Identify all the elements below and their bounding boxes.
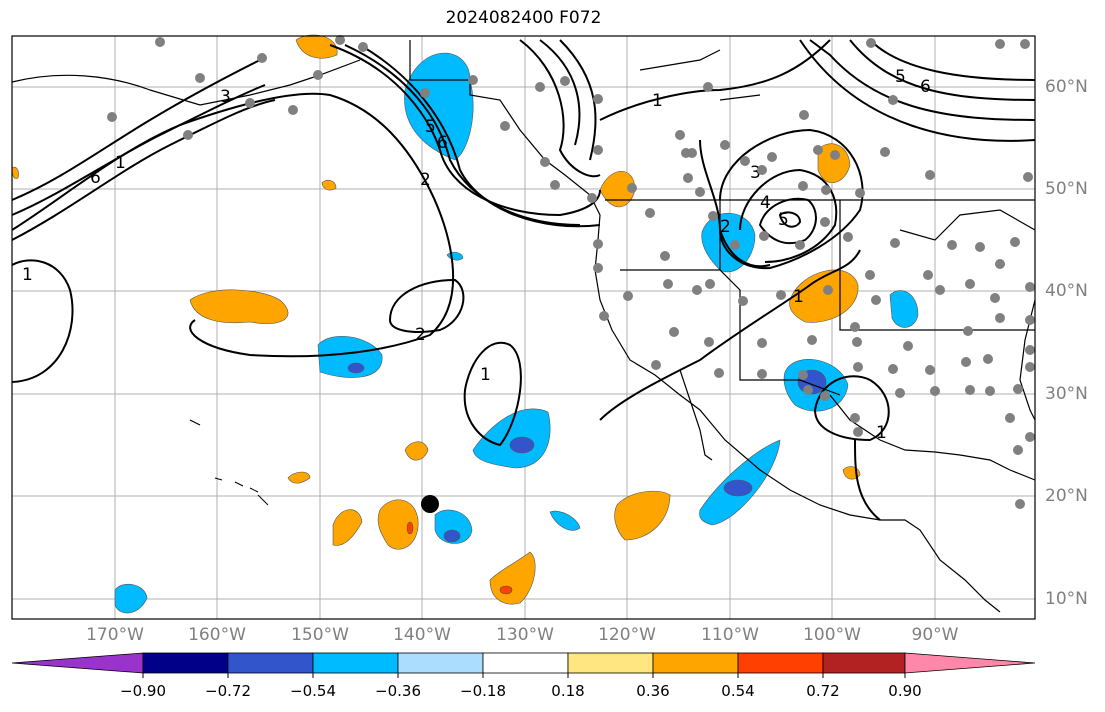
colorbar-tick-label: 0.36 bbox=[636, 682, 670, 700]
contour-label-1b: 1 bbox=[22, 265, 33, 285]
contour-label-1f: 1 bbox=[115, 153, 126, 173]
station-markers bbox=[107, 35, 1035, 509]
map-frame bbox=[11, 35, 1036, 620]
lon-label-120w: 120°W bbox=[598, 625, 656, 645]
positive-anomaly-areas bbox=[11, 34, 861, 605]
map-title: 2024082400 F072 bbox=[445, 8, 602, 28]
contour-label-1e: 1 bbox=[876, 423, 887, 443]
contour-label-1d: 1 bbox=[793, 287, 804, 307]
lat-label-60n: 60°N bbox=[1045, 77, 1088, 97]
map-background bbox=[12, 36, 1035, 619]
hawaii-islands bbox=[214, 477, 269, 506]
lon-label-150w: 150°W bbox=[291, 625, 349, 645]
contour-label-5a: 5 bbox=[425, 117, 436, 137]
contour-label-6a: 6 bbox=[437, 133, 448, 153]
contour-label-2a: 2 bbox=[415, 325, 426, 345]
contour-label-1c: 1 bbox=[652, 91, 663, 111]
lon-label-100w: 100°W bbox=[803, 625, 861, 645]
contour-label-1a: 1 bbox=[480, 365, 491, 385]
coastlines bbox=[11, 40, 1036, 613]
colorbar-tick-label: −0.72 bbox=[205, 682, 251, 700]
contour-label-5c: 5 bbox=[895, 67, 906, 87]
colorbar-tick-label: 0.18 bbox=[551, 682, 585, 700]
contour-label-5b: 5 bbox=[778, 210, 789, 230]
lon-label-130w: 130°W bbox=[496, 625, 554, 645]
contour-label-group: 2 1 1 2 5 6 1 2 3 5 4 1 1 6 5 1 6 3 bbox=[22, 67, 931, 443]
lat-label-20n: 20°N bbox=[1045, 486, 1088, 506]
contour-lines bbox=[11, 39, 1036, 521]
colorbar-tick-label: −0.36 bbox=[375, 682, 421, 700]
colorbar bbox=[11, 652, 1036, 678]
colorbar-upper-extend bbox=[904, 652, 1036, 674]
lat-label-30n: 30°N bbox=[1045, 384, 1088, 404]
contour-label-6c: 6 bbox=[90, 168, 101, 188]
colorbar-tick-label: 0.90 bbox=[888, 682, 922, 700]
colorbar-tick-label: −0.18 bbox=[460, 682, 506, 700]
contour-label-4a: 4 bbox=[760, 193, 771, 213]
lon-label-170w: 170°W bbox=[86, 625, 144, 645]
colorbar-tick-label: −0.90 bbox=[120, 682, 166, 700]
lon-label-110w: 110°W bbox=[701, 625, 759, 645]
storm-center-marker bbox=[421, 495, 439, 513]
contour-label-2b: 2 bbox=[420, 170, 431, 190]
lon-label-140w: 140°W bbox=[393, 625, 451, 645]
contour-label-3a: 3 bbox=[750, 163, 761, 183]
contour-label-6b: 6 bbox=[920, 77, 931, 97]
contour-label-2c: 2 bbox=[720, 217, 731, 237]
lat-label-10n: 10°N bbox=[1045, 589, 1088, 609]
colorbar-lower-extend bbox=[11, 652, 144, 674]
lat-label-50n: 50°N bbox=[1045, 179, 1088, 199]
contour-label-3b: 3 bbox=[220, 87, 231, 107]
lon-label-160w: 160°W bbox=[188, 625, 246, 645]
lon-label-90w: 90°W bbox=[911, 625, 959, 645]
lat-label-40n: 40°N bbox=[1045, 281, 1088, 301]
colorbar-tick-label: 0.54 bbox=[721, 682, 755, 700]
colorbar-tick-label: −0.54 bbox=[290, 682, 336, 700]
colorbar-tick-label: 0.72 bbox=[806, 682, 840, 700]
